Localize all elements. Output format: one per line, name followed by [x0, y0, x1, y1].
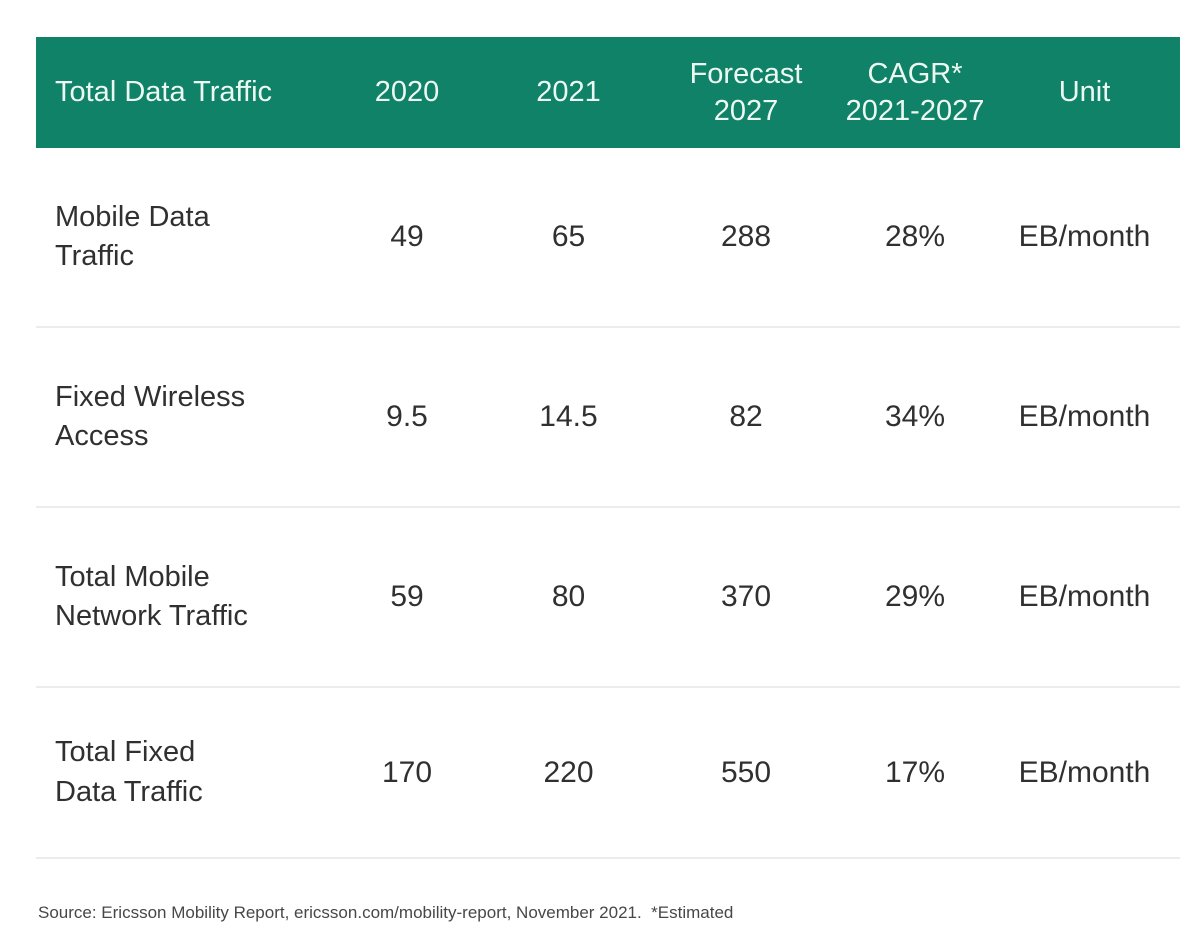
row-label: Mobile Data Traffic: [55, 200, 210, 272]
value-forecast-2027: 370: [720, 580, 772, 613]
value-2020: 49: [390, 220, 424, 253]
value-cagr: 28%: [884, 220, 946, 253]
value-unit: EB/month: [1018, 220, 1151, 253]
value-cagr: 29%: [884, 580, 946, 613]
table-row: Total Fixed Data Traffic 170 220 550 17%…: [36, 688, 1180, 859]
row-label: Total Fixed Data Traffic: [55, 736, 203, 808]
value-unit: EB/month: [1018, 755, 1151, 789]
value-2021: 80: [551, 580, 586, 613]
value-forecast-2027: 550: [720, 755, 772, 789]
value-forecast-2027: 288: [720, 220, 772, 253]
value-2021: 220: [543, 755, 594, 789]
value-2021: 14.5: [539, 400, 598, 433]
column-header-cagr: CAGR* 2021-2027: [845, 58, 985, 127]
row-label: Total Mobile Network Traffic: [55, 560, 248, 632]
row-label: Fixed Wireless Access: [55, 380, 246, 452]
value-2020: 9.5: [386, 400, 428, 433]
value-cagr: 17%: [884, 755, 946, 789]
table-header-row: Total Data Traffic 2020 2021 Forecast 20…: [36, 37, 1180, 148]
source-note: Source: Ericsson Mobility Report, ericss…: [38, 903, 734, 922]
column-header-unit: Unit: [1058, 76, 1111, 109]
value-2020: 59: [390, 580, 424, 613]
value-2020: 170: [381, 755, 433, 789]
table-title: Total Data Traffic: [55, 76, 273, 109]
value-cagr: 34%: [884, 400, 946, 433]
table-row: Total Mobile Network Traffic 59 80 370 2…: [36, 508, 1180, 688]
value-unit: EB/month: [1018, 400, 1151, 433]
table-row: Mobile Data Traffic 49 65 288 28% EB/mon…: [36, 148, 1180, 328]
column-header-forecast-2027: Forecast 2027: [689, 58, 803, 127]
data-traffic-table: Total Data Traffic 2020 2021 Forecast 20…: [36, 37, 1180, 859]
value-forecast-2027: 82: [729, 400, 763, 433]
value-unit: EB/month: [1018, 580, 1151, 613]
value-2021: 65: [551, 220, 586, 253]
column-header-2020: 2020: [374, 76, 440, 109]
column-header-2021: 2021: [536, 76, 601, 109]
table-row: Fixed Wireless Access 9.5 14.5 82 34% EB…: [36, 328, 1180, 508]
